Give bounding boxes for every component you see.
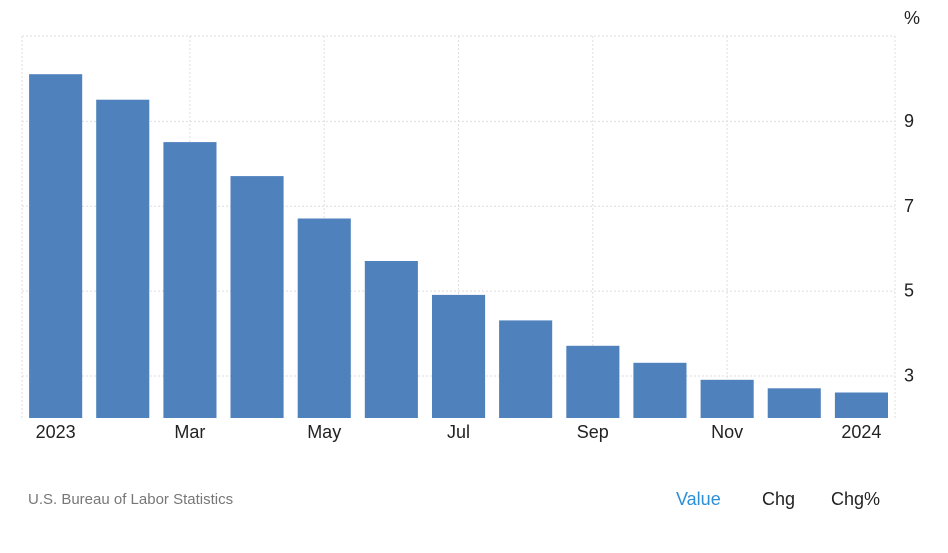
- bar-2023-04[interactable]: [230, 176, 284, 418]
- bars: [29, 74, 888, 418]
- bar-2023-02[interactable]: [96, 99, 150, 418]
- y-tick-label: 9: [904, 111, 914, 131]
- bar-2023-08[interactable]: [499, 320, 553, 418]
- bar-2023-11[interactable]: [700, 379, 754, 418]
- value-toggle[interactable]: Value: [676, 489, 721, 509]
- y-axis: 3 5 7 9: [904, 111, 914, 386]
- x-axis: 2023 Mar May Jul Sep Nov 2024: [36, 422, 882, 442]
- x-tick-label: Nov: [711, 422, 743, 442]
- bar-2023-09[interactable]: [566, 345, 620, 418]
- y-tick-label: 5: [904, 281, 914, 301]
- bar-chart: 3 5 7 9 2023 Mar May Jul Sep Nov 2024 %: [21, 8, 920, 442]
- x-tick-label: Jul: [447, 422, 470, 442]
- bar-2023-10[interactable]: [633, 362, 687, 418]
- y-axis-unit: %: [904, 8, 920, 28]
- x-tick-label: May: [307, 422, 341, 442]
- x-tick-label: Sep: [577, 422, 609, 442]
- bar-2024-01[interactable]: [834, 392, 888, 419]
- y-tick-label: 7: [904, 196, 914, 216]
- bar-2023-12[interactable]: [767, 388, 821, 418]
- chg-percent-toggle[interactable]: Chg%: [831, 489, 881, 509]
- y-tick-label: 3: [904, 366, 914, 386]
- bar-2023-05[interactable]: [297, 218, 351, 419]
- source-label: U.S. Bureau of Labor Statistics: [28, 491, 234, 508]
- view-toggle-group: Value Chg Chg%: [0, 489, 948, 513]
- bar-2023-03[interactable]: [163, 142, 217, 418]
- chg-toggle[interactable]: Chg: [762, 489, 796, 509]
- x-tick-label: 2023: [36, 422, 76, 442]
- bar-2023-06[interactable]: [364, 261, 418, 418]
- x-tick-label: Mar: [174, 422, 205, 442]
- bar-2023-07[interactable]: [432, 294, 486, 418]
- x-tick-label: 2024: [841, 422, 881, 442]
- bar-2023-01[interactable]: [29, 74, 83, 418]
